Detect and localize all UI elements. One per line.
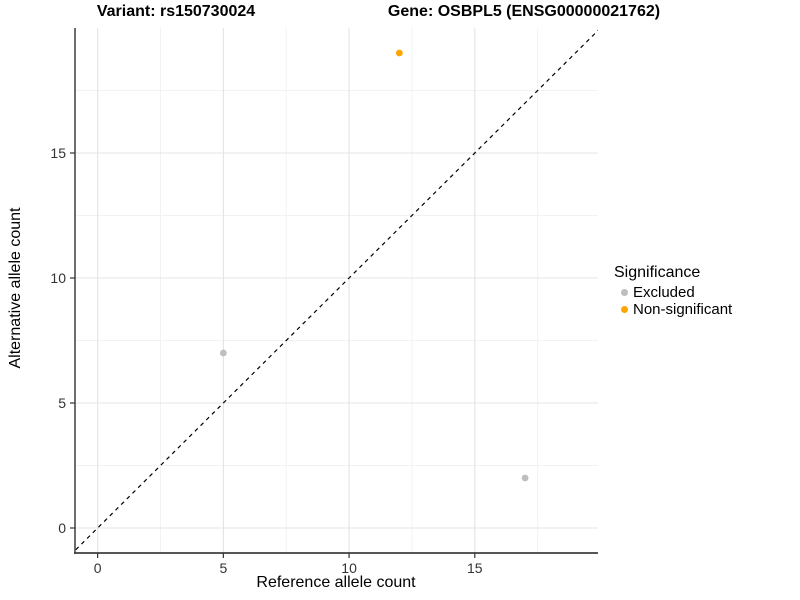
excluded-dot-icon — [621, 289, 628, 296]
x-tick-label: 5 — [219, 560, 227, 576]
legend-item-label: Non-significant — [633, 301, 733, 318]
data-point-excluded — [521, 474, 529, 482]
plot-title-gene: Gene: OSBPL5 (ENSG00000021762) — [387, 3, 661, 20]
y-tick-label: 5 — [58, 395, 66, 411]
y-tick-label: 15 — [50, 145, 66, 161]
non-significant-dot-icon — [621, 306, 628, 313]
legend-item-non-significant: Non-significant — [614, 301, 732, 318]
x-tick-label: 0 — [94, 560, 102, 576]
legend-title: Significance — [614, 264, 701, 281]
y-axis-title: Alternative allele count — [7, 207, 24, 369]
legend-item-label: Excluded — [633, 284, 695, 301]
data-point-non-significant — [395, 49, 403, 57]
data-point-excluded — [219, 349, 227, 357]
legend-item-excluded: Excluded — [614, 284, 732, 301]
y-tick-label: 0 — [58, 520, 66, 536]
plot-title-variant: Variant: rs150730024 — [96, 3, 256, 20]
y-tick-label: 10 — [50, 270, 66, 286]
x-tick-label: 15 — [467, 560, 483, 576]
x-axis-title: Reference allele count — [256, 574, 416, 591]
x-tick-label: 10 — [341, 560, 357, 576]
identity-line — [75, 29, 598, 552]
legend: Significance Excluded Non-significant — [614, 263, 732, 318]
